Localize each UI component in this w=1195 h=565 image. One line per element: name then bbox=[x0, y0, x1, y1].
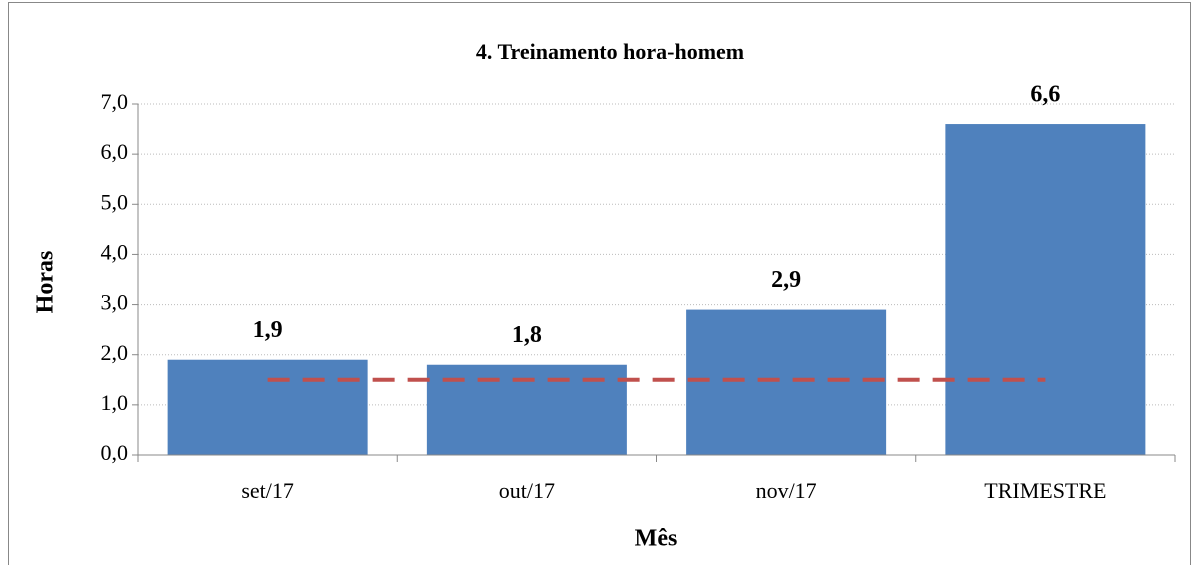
y-tick-label: 2,0 bbox=[101, 340, 129, 365]
value-label: 1,9 bbox=[253, 317, 283, 343]
bar bbox=[945, 124, 1146, 456]
x-tick-label: set/17 bbox=[241, 478, 294, 503]
value-label: 6,6 bbox=[1030, 82, 1060, 108]
y-axis-label: Horas bbox=[33, 251, 59, 314]
x-tick-label: TRIMESTRE bbox=[984, 478, 1106, 503]
x-axis-label: Mês bbox=[635, 526, 678, 552]
chart-title: 4. Treinamento hora-homem bbox=[476, 39, 744, 64]
y-tick-label: 0,0 bbox=[101, 440, 129, 465]
y-tick-label: 7,0 bbox=[101, 89, 129, 114]
y-tick-label: 6,0 bbox=[101, 139, 129, 164]
x-tick-label: out/17 bbox=[499, 478, 555, 503]
y-tick-label: 5,0 bbox=[101, 189, 129, 214]
bar bbox=[167, 359, 368, 455]
value-label: 2,9 bbox=[771, 267, 801, 293]
value-label: 1,8 bbox=[512, 322, 542, 348]
y-tick-label: 1,0 bbox=[101, 390, 129, 415]
bar bbox=[686, 309, 887, 455]
x-tick-label: nov/17 bbox=[756, 478, 817, 503]
y-tick-label: 3,0 bbox=[101, 290, 129, 315]
y-tick-label: 4,0 bbox=[101, 239, 129, 264]
